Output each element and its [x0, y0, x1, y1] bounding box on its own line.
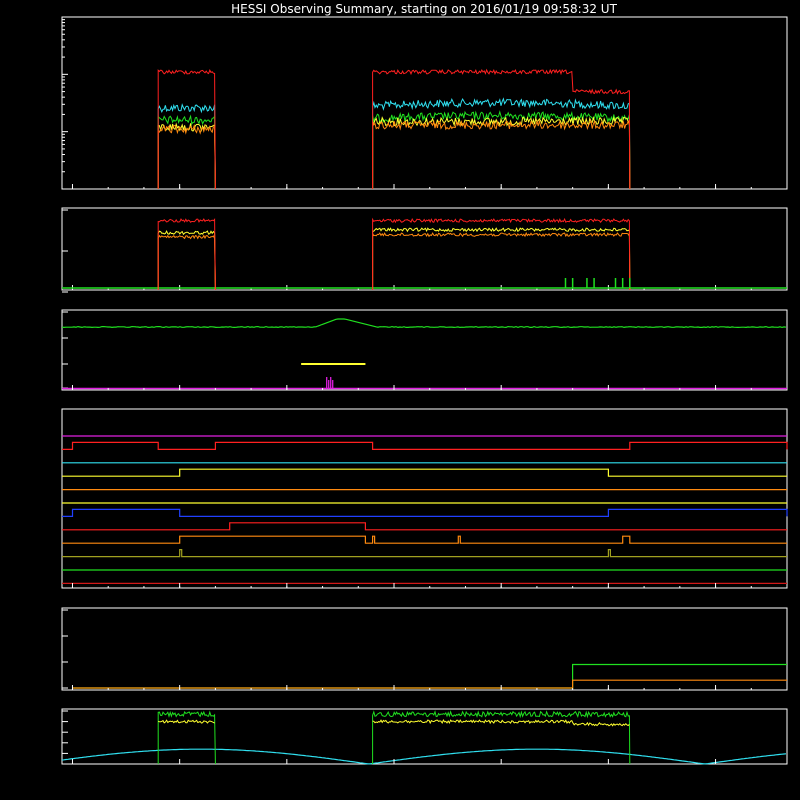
- flag-line-7: [62, 522, 787, 531]
- decimation-panel: [61, 607, 788, 691]
- flag-line-1: [62, 441, 788, 450]
- rates-low-series-line: [157, 114, 216, 190]
- rates-high-panel: [61, 207, 788, 293]
- decimation-series-line: [72, 663, 787, 689]
- goes-panel: [61, 309, 788, 391]
- ratio-series-line: [372, 719, 630, 727]
- rates-low-series-line: [157, 103, 216, 190]
- flags-panel-frame: [61, 408, 788, 589]
- decimation-panel-frame: [61, 607, 788, 691]
- rates-low-panel-frame: [61, 16, 788, 190]
- rates-low-series-line: [372, 68, 631, 190]
- ratio-panel-frame: [61, 708, 788, 765]
- rates-high-series-line: [372, 217, 631, 291]
- rates-low-series-line: [157, 68, 216, 190]
- flag-line-9: [62, 549, 787, 558]
- rates-high-series-line: [372, 227, 631, 291]
- rates-high-series-line: [157, 218, 216, 291]
- flag-line-3: [62, 468, 787, 477]
- rates-low-panel: [61, 16, 788, 190]
- ratio-series-line: [157, 710, 216, 765]
- rates-low-series-line: [372, 115, 631, 190]
- rates-high-series-line: [372, 231, 631, 291]
- rates-low-series-line: [372, 110, 631, 190]
- panels-group: [61, 16, 788, 765]
- rates-high-series-line: [157, 234, 216, 291]
- rates-low-series-line: [372, 119, 631, 190]
- rates-high-series-line: [157, 229, 216, 291]
- flag-line-6: [62, 508, 788, 517]
- rates-low-series-line: [372, 97, 631, 190]
- ratio-panel: [61, 708, 788, 765]
- goes-panel-frame: [61, 309, 788, 391]
- latitude-curve: [61, 748, 787, 765]
- ratio-series-line: [372, 710, 631, 765]
- rates-high-panel-frame: [61, 207, 788, 291]
- ratio-series-line: [158, 719, 215, 724]
- rates-low-series-line: [157, 123, 216, 190]
- rates-low-series-line: [157, 122, 216, 190]
- goes-level-line: [61, 318, 787, 329]
- flags-panel: [61, 408, 788, 589]
- chart-title: HESSI Observing Summary, starting on 201…: [231, 2, 617, 16]
- flag-line-8: [62, 535, 787, 544]
